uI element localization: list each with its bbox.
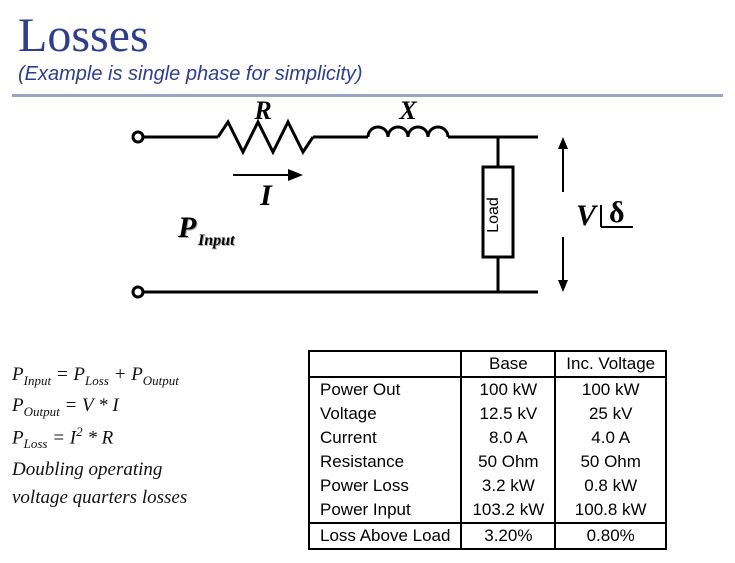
circuit-diagram: Load R X I P Input P Input V δ bbox=[0, 97, 735, 317]
table-cell: Power Out bbox=[310, 377, 461, 402]
page-subtitle: (Example is single phase for simplicity) bbox=[0, 63, 735, 92]
table-header-row: Base Inc. Voltage bbox=[310, 352, 665, 377]
table-cell: Voltage bbox=[310, 402, 461, 426]
table-cell: Power Input bbox=[310, 498, 461, 523]
delta-label: δ bbox=[609, 196, 625, 229]
table-row: Loss Above Load3.20%0.80% bbox=[310, 523, 665, 548]
table-header: Inc. Voltage bbox=[555, 352, 665, 377]
table-cell: 100 kW bbox=[461, 377, 555, 402]
table-cell: 100.8 kW bbox=[555, 498, 665, 523]
table-cell: Power Loss bbox=[310, 474, 461, 498]
table-cell: 3.20% bbox=[461, 523, 555, 548]
formula-pinput: PInput = PLoss + POutput bbox=[12, 360, 187, 391]
table-cell: 3.2 kW bbox=[461, 474, 555, 498]
table-cell: 0.80% bbox=[555, 523, 665, 548]
table-cell: 50 Ohm bbox=[555, 450, 665, 474]
pinput-label: P bbox=[177, 211, 197, 244]
table-row: Power Out100 kW100 kW bbox=[310, 377, 665, 402]
table-cell: Current bbox=[310, 426, 461, 450]
table-header bbox=[310, 352, 461, 377]
resistor-label: R bbox=[253, 97, 271, 125]
load-label: Load bbox=[485, 197, 502, 233]
formula-ploss: PLoss = I2 * R bbox=[12, 422, 187, 454]
table-cell: 12.5 kV bbox=[461, 402, 555, 426]
table-cell: 50 Ohm bbox=[461, 450, 555, 474]
voltage-v-label: V bbox=[576, 199, 599, 232]
pinput-sub-label: Input bbox=[197, 232, 235, 249]
table-row: Current8.0 A4.0 A bbox=[310, 426, 665, 450]
table-cell: 8.0 A bbox=[461, 426, 555, 450]
inductor-label: X bbox=[398, 97, 417, 125]
arrowhead-icon bbox=[558, 280, 568, 292]
table-row: Power Input103.2 kW100.8 kW bbox=[310, 498, 665, 523]
terminal-top-left bbox=[133, 132, 143, 142]
resistor-icon bbox=[218, 122, 313, 152]
formulas-block: PInput = PLoss + POutput POutput = V * I… bbox=[12, 360, 187, 510]
terminal-bottom-left bbox=[133, 287, 143, 297]
table-row: Voltage12.5 kV25 kV bbox=[310, 402, 665, 426]
table-row: Power Loss3.2 kW0.8 kW bbox=[310, 474, 665, 498]
arrowhead-icon bbox=[558, 137, 568, 149]
table-cell: 0.8 kW bbox=[555, 474, 665, 498]
footnote-line-1: Doubling operating bbox=[12, 458, 187, 482]
arrowhead-icon bbox=[288, 169, 303, 181]
comparison-table: Base Inc. Voltage Power Out100 kW100 kWV… bbox=[308, 350, 667, 550]
table-cell: 103.2 kW bbox=[461, 498, 555, 523]
inductor-icon bbox=[368, 127, 448, 137]
table-cell: 100 kW bbox=[555, 377, 665, 402]
table-cell: 4.0 A bbox=[555, 426, 665, 450]
table-header: Base bbox=[461, 352, 555, 377]
table-row: Resistance50 Ohm50 Ohm bbox=[310, 450, 665, 474]
table-cell: 25 kV bbox=[555, 402, 665, 426]
formula-poutput: POutput = V * I bbox=[12, 391, 187, 422]
footnote-line-2: voltage quarters losses bbox=[12, 486, 187, 510]
table-cell: Loss Above Load bbox=[310, 523, 461, 548]
current-label: I bbox=[259, 179, 273, 212]
page-title: Losses bbox=[0, 0, 735, 63]
table-cell: Resistance bbox=[310, 450, 461, 474]
